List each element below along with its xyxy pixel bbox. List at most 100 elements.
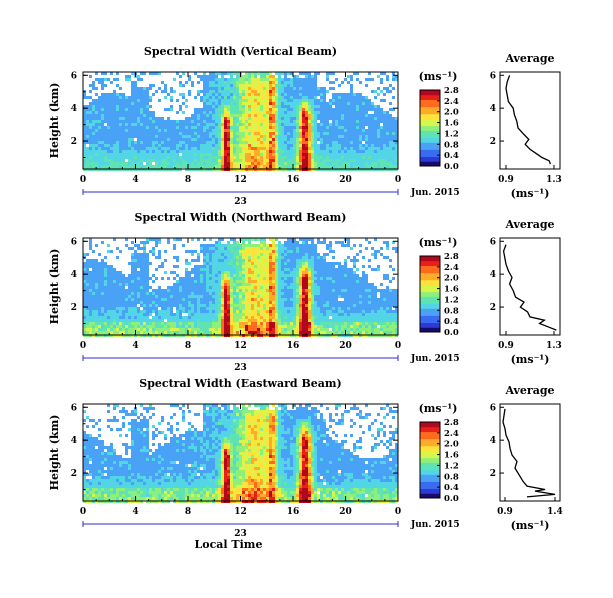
heatmap-cell (131, 298, 134, 301)
heatmap-cell (233, 280, 236, 283)
heatmap-cell (92, 289, 95, 292)
heatmap-cell (242, 123, 245, 126)
heatmap-cell (131, 150, 134, 153)
heatmap-cell (245, 159, 248, 162)
heatmap-cell (95, 120, 98, 123)
heatmap-cell (221, 165, 224, 168)
heatmap-cell (254, 313, 257, 316)
heatmap-cell (101, 319, 104, 322)
heatmap-cell (221, 87, 224, 90)
heatmap-cell (257, 159, 260, 162)
heatmap-cell (179, 81, 182, 84)
heatmap-cell (182, 96, 185, 99)
heatmap-cell (176, 111, 179, 114)
heatmap-cell (305, 75, 308, 78)
heatmap-cell (83, 304, 86, 307)
heatmap-cell (242, 310, 245, 313)
heatmap-cell (164, 301, 167, 304)
heatmap-cell (158, 310, 161, 313)
heatmap-cell (266, 81, 269, 84)
heatmap-cell (296, 78, 299, 81)
heatmap-cell (239, 126, 242, 129)
heatmap-cell (314, 105, 317, 108)
heatmap-cell (242, 156, 245, 159)
heatmap-cell (164, 96, 167, 99)
heatmap-cell (233, 268, 236, 271)
heatmap-cell (239, 292, 242, 295)
heatmap-cell (359, 165, 362, 168)
heatmap-cell (146, 322, 149, 325)
heatmap-cell (293, 102, 296, 105)
heatmap-cell (131, 147, 134, 150)
heatmap-cell (182, 304, 185, 307)
heatmap-cell (173, 162, 176, 165)
heatmap-cell (257, 325, 260, 328)
heatmap-cell (185, 99, 188, 102)
heatmap-cell (242, 150, 245, 153)
heatmap-cell (122, 328, 125, 331)
heatmap-cell (167, 150, 170, 153)
heatmap-cell (143, 316, 146, 319)
heatmap-cell (212, 310, 215, 313)
heatmap-cell (164, 87, 167, 90)
heatmap-cell (131, 286, 134, 289)
heatmap-cell (275, 322, 278, 325)
heatmap-cell (392, 78, 395, 81)
heatmap-cell (326, 156, 329, 159)
heatmap-cell (197, 108, 200, 111)
heatmap-cell (230, 144, 233, 147)
heatmap-cell (176, 286, 179, 289)
heatmap-cell (155, 156, 158, 159)
heatmap-cell (206, 108, 209, 111)
heatmap-cell (125, 295, 128, 298)
heatmap-cell (272, 120, 275, 123)
heatmap-cell (95, 102, 98, 105)
heatmap-cell (200, 325, 203, 328)
heatmap-cell (110, 298, 113, 301)
heatmap-cell (299, 129, 302, 132)
heatmap-cell (332, 108, 335, 111)
heatmap-cell (200, 96, 203, 99)
heatmap-cell (230, 99, 233, 102)
heatmap-cell (197, 328, 200, 331)
heatmap-cell (314, 114, 317, 117)
heatmap-cell (197, 286, 200, 289)
heatmap-cell (236, 144, 239, 147)
heatmap-cell (314, 147, 317, 150)
heatmap-cell (332, 129, 335, 132)
heatmap-cell (338, 108, 341, 111)
heatmap-cell (239, 96, 242, 99)
heatmap-cell (134, 108, 137, 111)
heatmap-cell (134, 93, 137, 96)
heatmap-cell (221, 244, 224, 247)
heatmap-cell (359, 99, 362, 102)
heatmap-cell (122, 105, 125, 108)
heatmap-cell (95, 316, 98, 319)
heatmap-cell (257, 328, 260, 331)
heatmap-cell (290, 123, 293, 126)
heatmap-cell (209, 295, 212, 298)
heatmap-cell (329, 114, 332, 117)
heatmap-cell (119, 123, 122, 126)
heatmap-cell (323, 87, 326, 90)
heatmap-cell (377, 108, 380, 111)
heatmap-cell (317, 111, 320, 114)
heatmap-cell (320, 120, 323, 123)
heatmap-cell (227, 141, 230, 144)
heatmap-cell (374, 156, 377, 159)
heatmap-cell (206, 274, 209, 277)
heatmap-cell (392, 144, 395, 147)
heatmap-cell (152, 159, 155, 162)
heatmap-cell (257, 72, 260, 75)
heatmap-cell (344, 147, 347, 150)
heatmap-cell (248, 331, 251, 334)
heatmap-cell (245, 289, 248, 292)
heatmap-cell (266, 87, 269, 90)
heatmap-cell (164, 307, 167, 310)
heatmap-cell (95, 123, 98, 126)
heatmap-cell (359, 138, 362, 141)
heatmap-cell (146, 265, 149, 268)
heatmap-cell (104, 268, 107, 271)
heatmap-cell (320, 108, 323, 111)
heatmap-cell (152, 274, 155, 277)
